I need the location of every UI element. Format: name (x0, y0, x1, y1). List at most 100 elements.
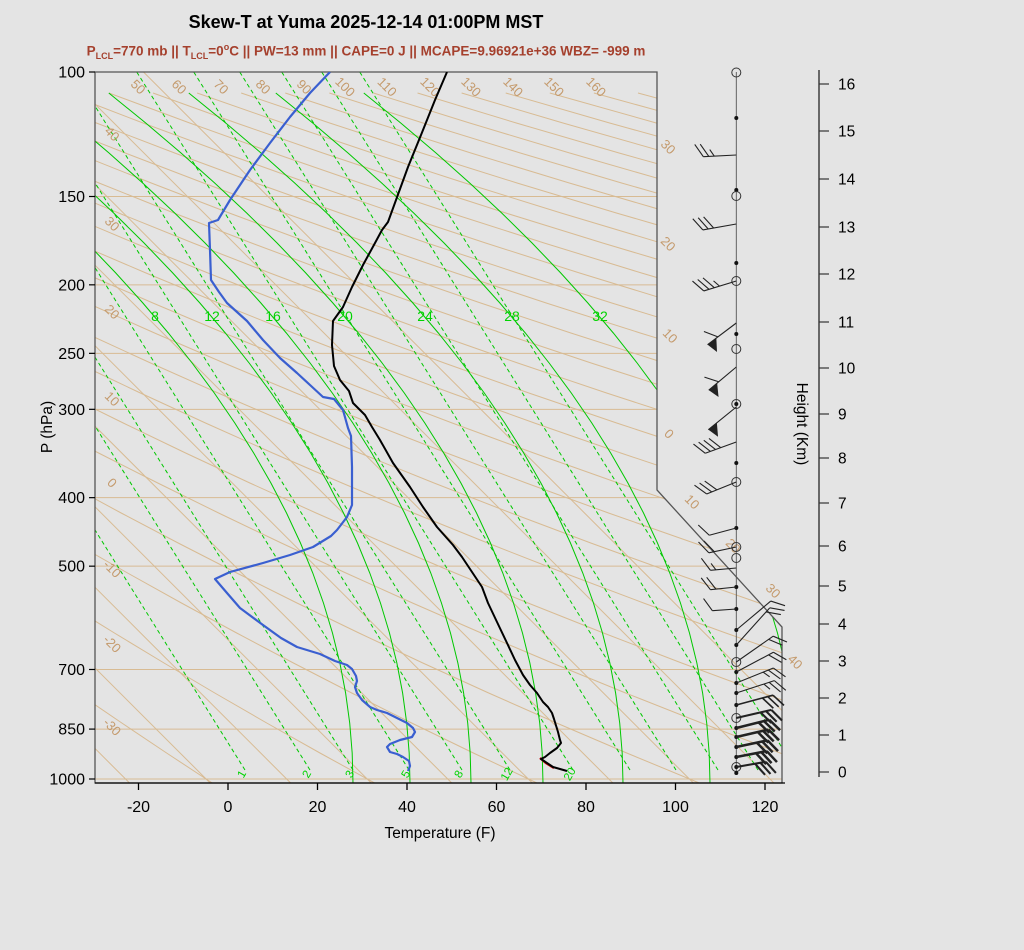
dry-adiabat-line (95, 92, 538, 783)
wind-barb (731, 760, 777, 776)
barb-shaft (703, 280, 737, 292)
barb-feather (700, 557, 711, 571)
barb-feather (772, 694, 785, 706)
barb-feather (769, 607, 785, 611)
isotherm-line (95, 72, 614, 783)
isotherm-line (95, 72, 292, 783)
dry-adiabat-line (241, 92, 782, 783)
height-axis-title: Height (Km) (793, 383, 810, 466)
height-tick-label: 14 (838, 172, 856, 189)
grid-line-label: 0 (104, 475, 120, 491)
barb-feather (702, 277, 715, 289)
wind-barb (692, 216, 737, 231)
temperature-tick-label: 40 (398, 799, 416, 816)
temperature-tick-label: 120 (752, 799, 779, 816)
dry-adiabat-line (95, 92, 782, 783)
wind-barb (700, 557, 737, 571)
mixing-ratio-line (95, 72, 463, 771)
wind-barb (707, 406, 737, 437)
grid-line-label: 40 (785, 651, 806, 672)
level-circle (731, 344, 742, 354)
moist-adiabat-label: 16 (265, 308, 281, 324)
height-tick-label: 4 (838, 617, 847, 634)
sounding-curves (207, 72, 568, 772)
moist-adiabat-line (108, 92, 544, 783)
level-dot (734, 332, 739, 336)
barb-feather (700, 577, 711, 591)
chart-title: Skew-T at Yuma 2025-12-14 01:00PM MST (188, 12, 544, 32)
wind-barb (734, 718, 781, 734)
grid-line-label: 2 (301, 769, 315, 781)
wind-barb (731, 399, 742, 409)
level-circle (731, 553, 742, 563)
height-tick-label: 10 (838, 361, 856, 378)
moist-adiabat-line (188, 92, 624, 783)
barb-shaft (736, 651, 774, 673)
wind-barb (734, 728, 780, 744)
wind-barb (704, 366, 737, 398)
wind-barb (734, 680, 787, 695)
height-tick-label: 13 (838, 220, 855, 237)
barb-shaft (736, 667, 774, 684)
barb-feather (706, 576, 717, 590)
moist-adiabat-line (95, 92, 354, 783)
dry-adiabat-line (637, 92, 782, 783)
barb-feather (766, 739, 779, 753)
barb-half-feather (762, 671, 770, 678)
height-tick-label: 11 (838, 315, 854, 332)
background-grid (95, 72, 782, 783)
height-tick-label: 2 (838, 691, 847, 708)
barb-feather (760, 751, 773, 764)
dry-adiabat-line (95, 92, 782, 783)
dewpoint-curve (207, 72, 417, 772)
barb-shaft (707, 322, 737, 346)
temperature-axis-title: Temperature (F) (384, 825, 495, 842)
height-tick-label: 3 (838, 654, 847, 671)
height-tick-label: 0 (838, 765, 847, 782)
grid-line-label: 60 (169, 76, 190, 97)
grid-line-label: 80 (253, 76, 274, 97)
height-tick-label: 12 (838, 267, 855, 284)
grid-line-label: 90 (294, 76, 315, 97)
pressure-tick-label: 1000 (49, 772, 85, 789)
wind-barb (731, 67, 742, 78)
barb-feather (692, 218, 704, 231)
barb-shaft (735, 600, 772, 631)
level-circle (731, 67, 742, 78)
wind-barb (694, 143, 737, 158)
grid-line-label: 70 (211, 76, 232, 97)
dry-adiabat-line (95, 92, 782, 783)
barb-feather (762, 729, 775, 743)
barb-pennant (708, 422, 719, 437)
grid-line-label: 50 (128, 76, 149, 97)
wind-barb (734, 739, 779, 755)
moist-adiabat-line (275, 92, 711, 783)
grid-line-label: 30 (658, 136, 679, 157)
grid-line-label: 3 (344, 769, 358, 781)
height-tick-label: 16 (838, 77, 855, 94)
moist-adiabat-label: 28 (504, 308, 520, 324)
barb-shaft (709, 527, 737, 536)
dry-adiabat-line (726, 92, 782, 783)
wind-barb (734, 771, 739, 775)
barb-shaft (735, 718, 770, 730)
temperature-tick-label: 100 (662, 799, 689, 816)
barb-shaft (735, 635, 774, 663)
wind-barb (731, 708, 783, 724)
grid-line-label: 30 (102, 213, 123, 234)
isotherm-line (95, 72, 453, 783)
grid-line-label: 130 (458, 74, 484, 100)
dry-adiabat-line (152, 92, 782, 783)
barb-shaft (710, 567, 737, 571)
barb-feather (761, 697, 774, 709)
grid-line-label: 140 (500, 74, 526, 100)
wind-barb (692, 276, 742, 292)
temperature-curve (331, 72, 568, 772)
dry-adiabat-line (95, 92, 782, 783)
wind-barb (703, 322, 737, 353)
pressure-tick-label: 250 (58, 346, 85, 363)
wind-barb (734, 651, 787, 674)
height-tick-label: 1 (838, 728, 847, 745)
wind-barb (703, 598, 739, 612)
